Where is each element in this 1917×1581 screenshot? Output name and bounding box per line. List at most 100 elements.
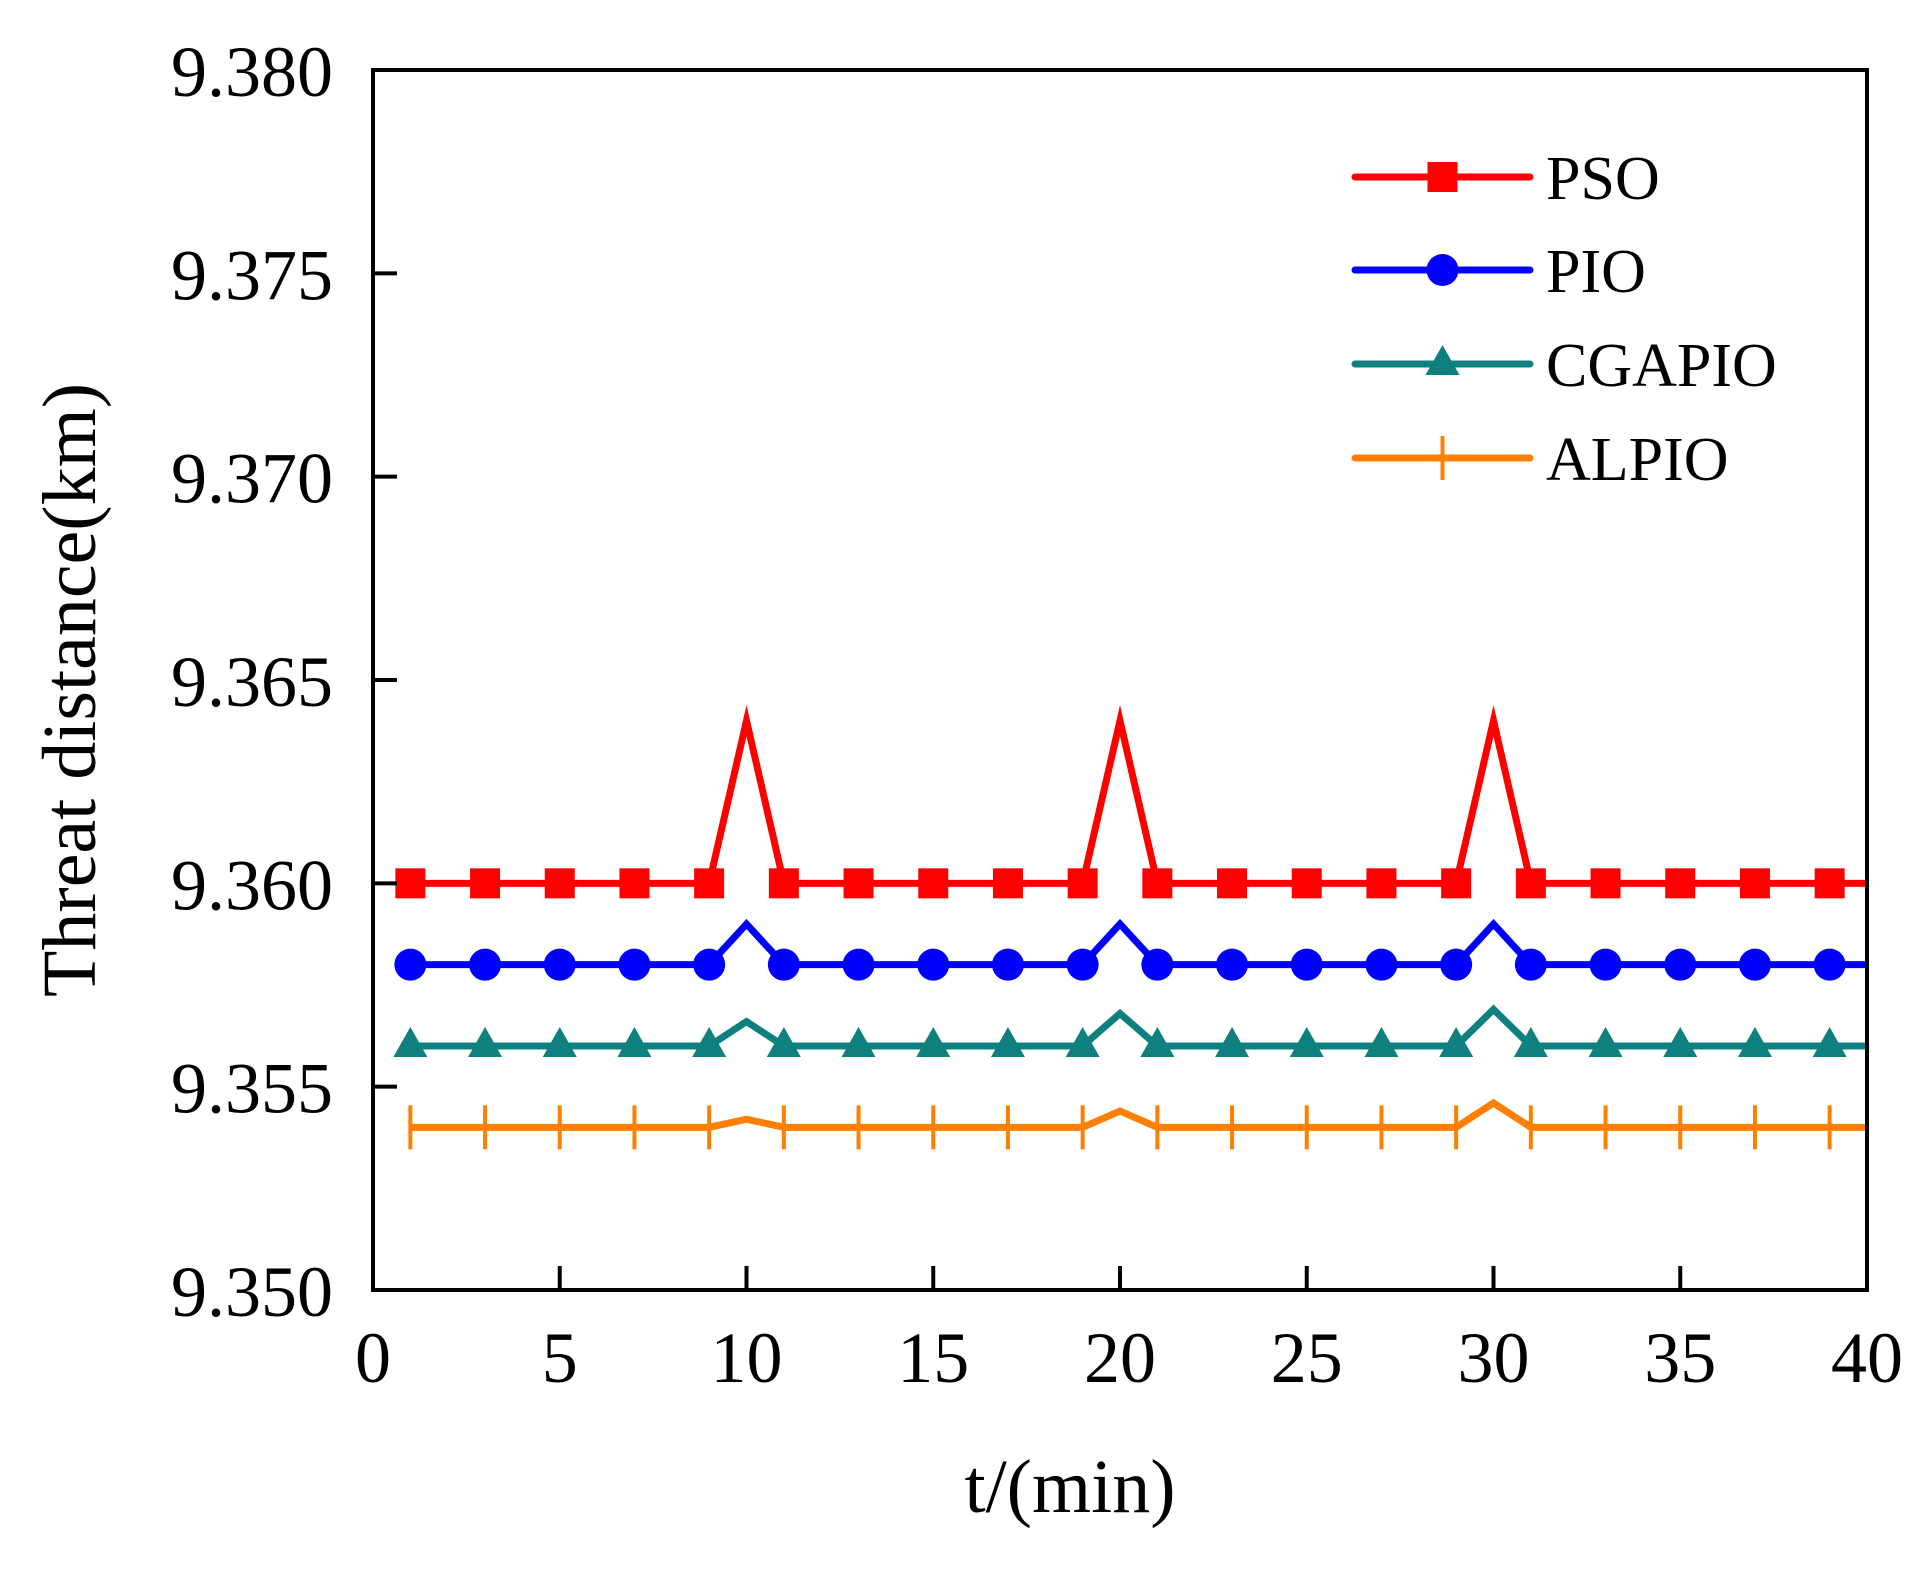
series-pso-point — [918, 868, 949, 899]
series-pso-point — [1217, 868, 1248, 899]
x-tick-label: 35 — [1644, 1318, 1716, 1398]
series-pio-point — [1216, 948, 1249, 981]
ticks-layer — [371, 68, 1869, 1292]
series-pio-point — [618, 948, 651, 981]
y-tick-label: 9.365 — [171, 642, 333, 722]
series-cgapio-point — [766, 1027, 801, 1057]
series-pio-point — [1290, 948, 1323, 981]
series-pso-point — [1142, 868, 1173, 899]
series-cgapio-point — [1812, 1027, 1847, 1057]
series-pio-point — [767, 948, 800, 981]
x-tick-label: 20 — [1084, 1318, 1156, 1398]
series-pso-point — [1739, 868, 1770, 899]
y-axis-title: Threat distance(km) — [28, 383, 112, 997]
y-tick-label: 9.360 — [171, 845, 333, 925]
legend-label: PSO — [1546, 145, 1660, 213]
series-pso-point — [470, 868, 501, 899]
series-pso-point — [395, 868, 426, 899]
series-pso-point — [619, 868, 650, 899]
series-pio-point — [543, 948, 576, 981]
series-pio-point — [1664, 948, 1697, 981]
series-cgapio-point — [617, 1027, 652, 1057]
legend-label: ALPIO — [1546, 426, 1729, 494]
x-tick-label: 25 — [1271, 1318, 1343, 1398]
x-tick-label: 5 — [542, 1318, 578, 1398]
series-cgapio-point — [1140, 1027, 1175, 1057]
series-pio-point — [1141, 948, 1174, 981]
series-alpio-line — [410, 1098, 1867, 1131]
x-tick-label: 15 — [897, 1318, 969, 1398]
series-pso-point — [1814, 868, 1845, 899]
legend-swatch-marker — [1425, 345, 1460, 375]
series-pio-point — [469, 948, 502, 981]
series-cgapio-point — [841, 1027, 876, 1057]
series-cgapio-point — [393, 1027, 428, 1057]
series-cgapio-point — [1364, 1027, 1399, 1057]
legend-swatch-marker — [1427, 162, 1458, 192]
series-pso — [395, 705, 1867, 899]
series-pso-line — [410, 705, 1867, 887]
series-cgapio-point — [468, 1027, 503, 1057]
series-pso-point — [843, 868, 874, 899]
series-cgapio-point — [1588, 1027, 1623, 1057]
y-tick-label: 9.380 — [171, 32, 333, 112]
series-pio-point — [1440, 948, 1473, 981]
series-pio-point — [1738, 948, 1771, 981]
series-pio — [394, 918, 1867, 981]
series-pso-point — [1291, 868, 1322, 899]
series-cgapio-point — [1737, 1027, 1772, 1057]
series-pio-point — [1589, 948, 1622, 981]
series-pso-point — [1665, 868, 1696, 899]
series-pso-point — [1366, 868, 1397, 899]
series-pso-point — [1067, 868, 1098, 899]
series-pio-point — [1066, 948, 1099, 981]
series-alpio — [408, 1098, 1867, 1150]
x-tick-label: 10 — [711, 1318, 783, 1398]
series-cgapio-point — [916, 1027, 951, 1057]
series-pio-point — [917, 948, 950, 981]
series-pio-point — [1813, 948, 1846, 981]
legend-swatch-marker — [1426, 254, 1459, 286]
series-pio-point — [394, 948, 427, 981]
series-pio-point — [991, 948, 1024, 981]
x-tick-label: 40 — [1831, 1318, 1903, 1398]
y-tick-label: 9.350 — [171, 1252, 333, 1332]
x-tick-label: 0 — [355, 1318, 391, 1398]
series-layer — [393, 705, 1867, 1150]
x-tick-label: 30 — [1458, 1318, 1530, 1398]
series-cgapio-point — [1065, 1027, 1100, 1057]
series-cgapio — [393, 1004, 1867, 1057]
y-tick-label: 9.370 — [171, 439, 333, 519]
series-pio-point — [693, 948, 726, 981]
series-cgapio-point — [1513, 1027, 1548, 1057]
legend: PSO PIO CGAPIO ALPIO — [1351, 145, 1777, 494]
series-cgapio-point — [692, 1027, 727, 1057]
series-pio-point — [1514, 948, 1547, 981]
series-pio-point — [1365, 948, 1398, 981]
series-cgapio-point — [542, 1027, 577, 1057]
x-axis-title: t/(min) — [964, 1445, 1175, 1529]
y-tick-label: 9.375 — [171, 235, 333, 315]
legend-label: CGAPIO — [1546, 332, 1777, 400]
series-pio-point — [842, 948, 875, 981]
tick-labels-layer: 0 5 10 15 20 25 30 35 40 9.350 9.355 9.360 9.365 9.37… — [171, 32, 1903, 1398]
y-tick-label: 9.355 — [171, 1049, 333, 1129]
legend-item-pio: PIO — [1351, 238, 1646, 306]
series-pso-point — [544, 868, 575, 899]
series-cgapio-point — [1439, 1027, 1474, 1057]
series-pso-point — [694, 868, 725, 899]
legend-item-pso: PSO — [1351, 145, 1660, 213]
series-cgapio-point — [1663, 1027, 1698, 1057]
series-cgapio-point — [990, 1027, 1025, 1057]
series-cgapio-point — [1215, 1027, 1250, 1057]
legend-item-cgapio: CGAPIO — [1351, 332, 1777, 400]
legend-item-alpio: ALPIO — [1351, 426, 1729, 494]
series-pso-point — [992, 868, 1023, 899]
series-pso-point — [1590, 868, 1621, 899]
legend-label: PIO — [1546, 238, 1646, 306]
series-pso-point — [1515, 868, 1546, 899]
series-cgapio-line — [410, 1004, 1867, 1050]
series-cgapio-point — [1289, 1027, 1324, 1057]
series-pso-point — [768, 868, 799, 899]
